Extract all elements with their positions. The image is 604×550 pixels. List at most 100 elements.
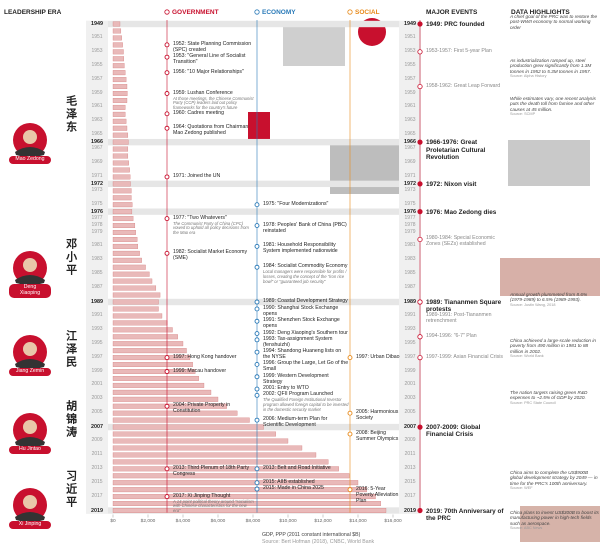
major-event: 1953-1957: First 5-year Plan [426,47,492,54]
event-dot [417,424,423,430]
bar [112,306,159,312]
event-label: 1984: Socialist Commodity Economy [263,263,348,270]
data-highlight: As industrialization ramped up, steel pr… [510,58,592,74]
year-label: 2009 [404,437,416,443]
year-label: 1949 [91,21,103,27]
event-label: 1992: Deng Xiaoping's Southern tour [263,329,348,336]
event-dot [254,264,260,270]
bar [112,403,227,409]
event-label: 2005: Harmonious Society [356,409,399,422]
year-label: 2013 [91,464,103,471]
bar [112,480,359,486]
event-label: 1981: Household Responsibility System im… [263,242,338,255]
bar [112,174,131,180]
year-label: 1953 [91,47,103,54]
year-label: 1993 [404,325,416,332]
event-label: 1971: Joined the UN [173,172,221,179]
data-highlight: A chief goal of the PRC was to restore t… [510,14,598,30]
event-label: 1991: Shenzhen Stock Exchange opens [263,317,340,330]
year-label: 2001 [404,381,416,388]
event-label: 2002: QFII Program Launched [263,391,334,398]
year-label: 1953 [404,47,416,54]
portrait-body [15,147,45,157]
header: SOCIAL [355,9,380,16]
event-dot [417,236,423,243]
year-band [86,180,420,188]
year-label: 2011 [91,450,103,457]
event-dot [417,139,423,145]
bar [112,236,138,242]
event-label: 1960: Cadres meeting [173,109,225,116]
major-event: 1976: Mao Zedong dies [426,208,497,216]
year-label: 1978 [404,221,416,228]
major-event: 2007-2009: Global Financial Crisis [426,424,481,439]
event-dot [417,83,423,90]
bar [112,508,387,513]
bar [112,278,153,284]
data-highlight: China aims to complete the US$900B globa… [510,470,598,486]
bar [112,49,124,55]
event-label: 2004: Private Property in Constitution [173,402,231,415]
event-dot [254,243,260,249]
bar [112,160,129,166]
year-label: 1959 [404,89,416,96]
bar [112,327,173,333]
header-dot [254,9,260,15]
x-tick-label: $12,000 [314,518,332,524]
event-note: The Communist Party of China (CPC) vowed… [173,220,249,236]
year-label: 1985 [404,270,416,277]
leader-name: Jiang Zemin [9,368,51,376]
bar [112,153,129,159]
event-label: 2016: 5-Year Poverty Alleviation Plan [356,485,399,504]
bar [112,466,339,472]
event-dot [164,111,170,117]
x-tick-label: $8,000 [245,518,261,524]
event-dot [254,306,260,312]
year-label: 2003 [91,395,103,402]
bar [112,438,289,444]
bar [112,202,133,208]
year-label: 1985 [91,270,103,277]
event-label: 1959: Lushan Conference [173,89,233,96]
bar [112,42,123,48]
bar [112,292,161,298]
year-label: 1991 [404,311,416,318]
event-dot [254,349,260,355]
event-label: 1977: "Two Whatevers" [173,214,227,221]
event-dot [254,486,260,492]
event-dot [164,125,170,131]
bar [112,473,350,479]
year-label: 1961 [404,103,416,110]
year-label: 2013 [404,464,416,471]
year-label: 2005 [404,409,416,416]
bar [112,424,264,430]
year-label: 1966 [404,139,416,146]
bar [112,431,276,437]
bar [112,389,212,395]
bar [112,417,250,423]
event-dot [417,507,423,514]
event-dot [417,21,423,27]
year-band [86,138,420,146]
bar [112,70,126,76]
header: ECONOMY [262,9,296,16]
bar [112,195,132,201]
event-dot [164,250,170,256]
year-label: 1965 [404,131,416,138]
year-label: 1966 [91,139,103,146]
major-event: 1966-1976: Great Proletarian Cultural Re… [426,139,486,161]
event-dot [164,494,170,500]
year-label: 2007 [404,424,416,431]
year-label: 1991 [91,311,103,318]
bar [112,501,381,506]
event-label: 1993: Tax-assignment System (fenshuizhi) [263,335,333,348]
bar [112,375,199,381]
event-dot [164,42,170,48]
portrait-face [23,495,37,509]
year-label: 1978 [91,221,103,228]
bar [112,334,178,340]
event-label: 1990: Shanghai Stock Exchange opens [263,304,339,317]
bar [112,250,140,256]
year-label: 2007 [91,424,103,431]
